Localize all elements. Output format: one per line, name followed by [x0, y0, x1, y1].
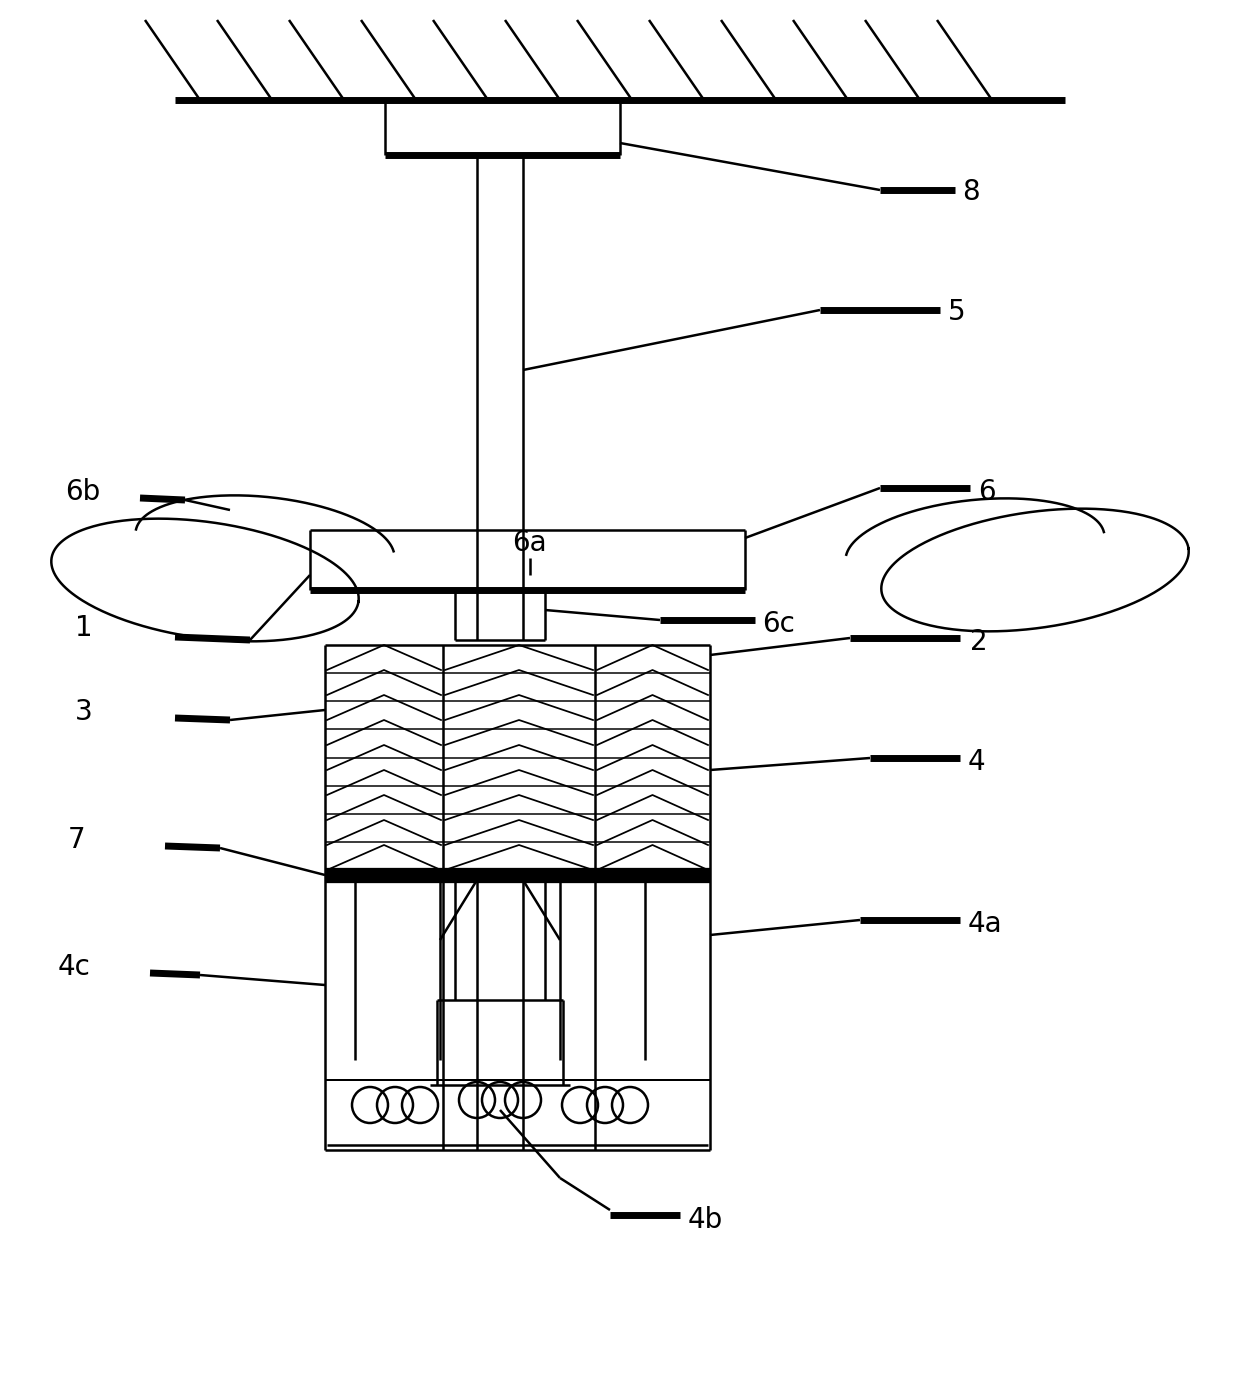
Text: 8: 8 — [962, 178, 980, 206]
Text: 6a: 6a — [512, 528, 547, 557]
Text: 6c: 6c — [763, 610, 795, 638]
Text: 5: 5 — [949, 299, 966, 326]
Text: 4b: 4b — [688, 1205, 723, 1234]
Text: 1: 1 — [74, 614, 93, 643]
Text: 2: 2 — [970, 627, 987, 656]
Text: 4a: 4a — [968, 910, 1003, 938]
Text: 4c: 4c — [58, 954, 91, 981]
Text: 6: 6 — [978, 477, 996, 506]
Text: 4: 4 — [968, 749, 986, 776]
Text: 6b: 6b — [64, 477, 100, 506]
Text: 7: 7 — [68, 826, 86, 854]
Text: 3: 3 — [74, 698, 93, 727]
